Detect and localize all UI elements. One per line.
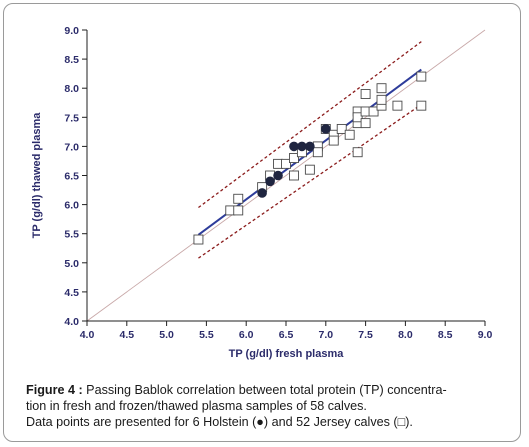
holstein-point <box>297 141 307 152</box>
y-tick-label: 8.5 <box>64 54 79 66</box>
x-tick-label: 4.5 <box>119 329 134 341</box>
jersey-point <box>360 89 371 99</box>
y-tick-label: 6.0 <box>64 200 79 212</box>
y-tick-label: 7.5 <box>64 112 79 124</box>
jersey-point <box>392 100 403 111</box>
y-tick-label: 8.0 <box>64 83 79 95</box>
holstein-point <box>273 170 283 181</box>
jersey-point <box>376 94 387 105</box>
caption-line-3: Data points are presented for 6 Holstein… <box>26 415 413 429</box>
y-tick-label: 7.0 <box>64 141 79 153</box>
y-tick-label: 5.0 <box>64 258 79 270</box>
x-axis-title: TP (g/dl) fresh plasma <box>229 348 345 360</box>
jersey-point <box>289 170 299 181</box>
upper-confidence-line <box>198 41 422 209</box>
jersey-point <box>368 106 379 117</box>
x-tick-label: 6.5 <box>279 329 294 341</box>
plot-points <box>193 71 427 245</box>
figure-frame <box>3 3 521 442</box>
jersey-point <box>360 118 371 129</box>
figure-caption: Figure 4 : Passing Bablok correlation be… <box>26 382 516 430</box>
jersey-point <box>336 123 347 134</box>
jersey-point <box>352 147 363 158</box>
jersey-point <box>376 83 387 94</box>
x-tick-label: 4.0 <box>80 329 95 341</box>
jersey-point <box>281 158 291 169</box>
caption-line-1: Figure 4 : Passing Bablok correlation be… <box>26 382 516 398</box>
jersey-point <box>233 193 244 204</box>
x-tick-label: 6.0 <box>239 329 254 341</box>
jersey-point <box>352 112 363 123</box>
y-axis-title: TP (g/dl) thawed plasma <box>31 112 43 239</box>
x-tick-label: 7.0 <box>318 329 333 341</box>
holstein-point <box>305 141 315 152</box>
jersey-point <box>312 147 323 158</box>
x-tick-label: 8.5 <box>438 329 453 341</box>
axes: 4.0 4.5 5.0 5.5 6.0 6.5 7.0 7.5 8.0 8.5 9.0 4.0 4.5 5… <box>64 25 492 341</box>
figure-label: Figure 4 : <box>26 383 83 397</box>
caption-line-2: tion in fresh and frozen/thawed plasma s… <box>26 399 367 413</box>
holstein-point <box>265 176 275 187</box>
y-tick-label: 6.5 <box>64 171 79 183</box>
jersey-point <box>289 153 299 163</box>
x-tick-label: 5.0 <box>159 329 174 341</box>
x-tick-label: 8.0 <box>398 329 413 341</box>
y-tick-label: 4.0 <box>64 316 79 328</box>
x-tick-label: 9.0 <box>478 329 493 341</box>
jersey-point <box>193 234 204 245</box>
caption-text-1: Passing Bablok correlation between total… <box>82 383 447 397</box>
jersey-point <box>328 135 339 146</box>
holstein-point <box>289 141 299 152</box>
y-tick-label: 9.0 <box>64 25 79 37</box>
holstein-point <box>257 188 267 198</box>
x-tick-label: 7.5 <box>358 329 373 341</box>
x-tick-label: 5.5 <box>199 329 214 341</box>
jersey-point <box>344 129 355 140</box>
y-tick-label: 4.5 <box>64 287 79 299</box>
jersey-point <box>304 164 315 175</box>
jersey-point <box>233 205 244 216</box>
holstein-point <box>321 124 331 134</box>
y-tick-label: 5.5 <box>64 229 79 241</box>
jersey-point <box>416 71 427 82</box>
lower-confidence-line <box>198 103 422 259</box>
chart: 4.0 4.5 5.0 5.5 6.0 6.5 7.0 7.5 8.0 8.5 9.0 4.0 4.5 5… <box>31 25 492 360</box>
jersey-point <box>416 100 427 111</box>
